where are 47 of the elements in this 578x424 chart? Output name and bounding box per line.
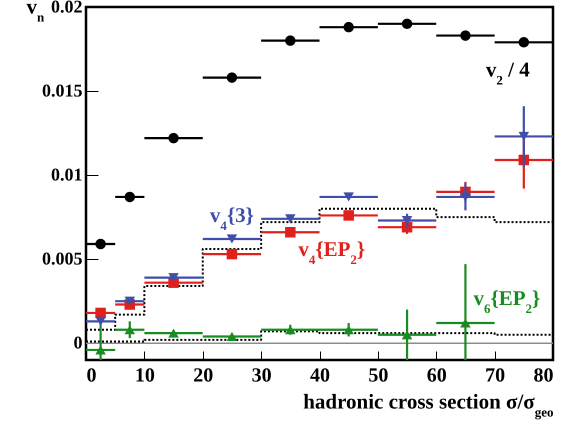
- point: [285, 325, 296, 334]
- series-label: v$_{4}${EP$_{2}$}: [298, 237, 366, 267]
- y-axis-title: v$_{n}$: [26, 0, 45, 24]
- point: [518, 132, 530, 141]
- point: [168, 132, 179, 144]
- x-axis-title: hadronic cross section σ/σ$_{geo}$: [303, 390, 554, 419]
- point: [285, 227, 296, 238]
- point: [343, 210, 354, 221]
- point: [226, 72, 238, 83]
- point: [168, 328, 179, 338]
- x-tick-label: 40: [310, 364, 330, 386]
- point: [402, 222, 412, 232]
- point: [226, 332, 238, 342]
- point: [460, 192, 471, 202]
- x-tick-label: 0: [86, 364, 96, 386]
- point: [95, 316, 106, 326]
- point: [95, 308, 106, 318]
- point: [95, 238, 106, 250]
- x-tick-label: 10: [134, 364, 155, 386]
- x-tick-label: 50: [368, 364, 388, 386]
- y-tick-label: 0.01: [51, 164, 82, 185]
- point: [402, 18, 412, 30]
- x-tick-label: 70: [485, 364, 506, 386]
- x-tick-label: 60: [426, 364, 447, 386]
- point: [226, 248, 238, 260]
- y-tick-label: 0.02: [51, 0, 82, 16]
- point: [343, 22, 354, 32]
- series-label: v$_{4}${3}: [210, 202, 254, 232]
- point: [124, 192, 136, 202]
- x-tick-label: 30: [252, 364, 272, 386]
- point: [226, 234, 238, 244]
- point: [343, 325, 354, 334]
- series-label: v$_{6}${EP$_{2}$}: [473, 286, 540, 316]
- x-tick-label: 20: [193, 364, 214, 386]
- point: [343, 192, 354, 202]
- series-label: v$_{2}$ / 4: [486, 57, 530, 87]
- point: [518, 37, 530, 48]
- x-tick-label: 80: [534, 364, 554, 386]
- point: [285, 214, 296, 224]
- point: [168, 273, 179, 282]
- y-tick-label: 0.015: [42, 80, 82, 101]
- point: [124, 296, 136, 306]
- y-tick-label: 0: [74, 332, 82, 353]
- point: [460, 30, 471, 41]
- point: [124, 325, 136, 334]
- point: [285, 35, 296, 46]
- y-tick-label: 0.005: [42, 248, 82, 269]
